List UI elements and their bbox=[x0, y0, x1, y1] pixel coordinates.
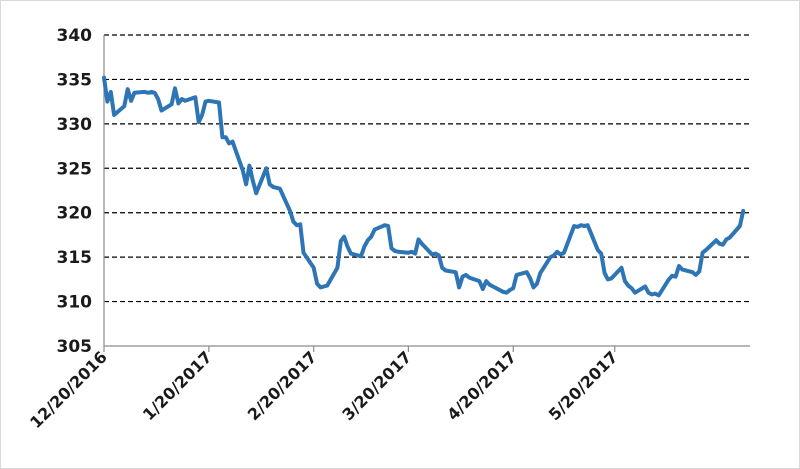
x-tick-label: 3/20/2017 bbox=[338, 347, 415, 424]
y-tick-label: 340 bbox=[57, 26, 93, 46]
series-line bbox=[102, 75, 746, 298]
y-tick-labels: 305 310 315 320 325 330 335 340 bbox=[57, 26, 93, 357]
y-tick-label: 330 bbox=[57, 115, 93, 135]
y-tick-label: 305 bbox=[57, 337, 93, 357]
x-tick-label: 5/20/2017 bbox=[545, 347, 622, 424]
x-tick-label: 4/20/2017 bbox=[443, 347, 520, 424]
series-group bbox=[102, 75, 746, 298]
y-tick-label: 325 bbox=[57, 159, 93, 179]
y-tick-label: 335 bbox=[57, 70, 93, 90]
y-tick-label: 320 bbox=[57, 204, 93, 224]
x-tick-label: 1/20/2017 bbox=[139, 347, 216, 424]
axes bbox=[103, 35, 750, 352]
y-tick-label: 310 bbox=[57, 293, 93, 313]
gridlines bbox=[104, 34, 750, 303]
y-tick-label: 315 bbox=[57, 248, 93, 268]
x-tick-labels: 12/20/2016 1/20/2017 2/20/2017 3/20/2017 4/2… bbox=[26, 347, 621, 432]
x-tick-label: 12/20/2016 bbox=[26, 347, 111, 432]
x-tick-label: 2/20/2017 bbox=[244, 347, 321, 424]
